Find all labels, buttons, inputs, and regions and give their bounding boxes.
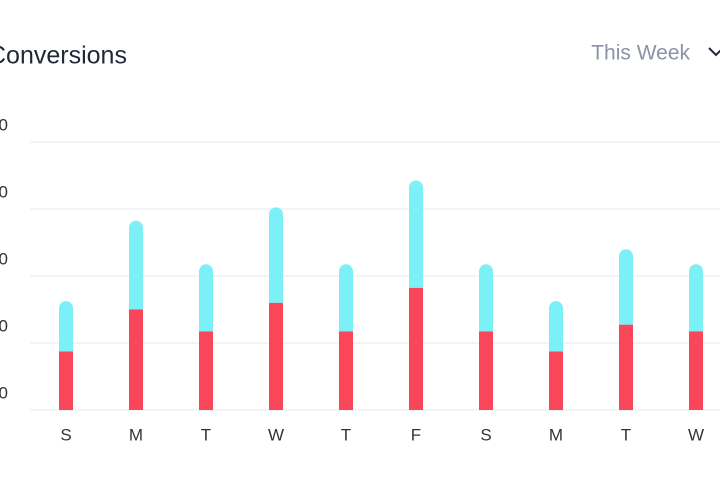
x-tick-label: T <box>341 425 351 444</box>
bar-segment <box>129 309 143 410</box>
bar-segment <box>339 331 353 410</box>
bar-segment <box>339 264 353 332</box>
bar-segment <box>479 331 493 410</box>
bar-segment <box>269 302 283 410</box>
bar-segment <box>269 207 283 303</box>
bar-segment <box>689 264 703 332</box>
y-tick-label: 0 <box>0 383 8 402</box>
bar-segment <box>619 324 633 410</box>
x-tick-label: W <box>268 425 284 444</box>
chart-title: Conversions <box>0 42 127 70</box>
x-tick-label: M <box>549 425 563 444</box>
x-tick-label: T <box>621 425 631 444</box>
x-tick-label: F <box>411 425 421 444</box>
bar-segment <box>549 351 563 410</box>
y-tick-label: 160 <box>0 115 8 134</box>
bar-segment <box>199 331 213 410</box>
bar-segment <box>549 301 563 352</box>
y-tick-label: 80 <box>0 249 8 268</box>
y-tick-label: 120 <box>0 182 8 201</box>
bar-segment <box>479 264 493 332</box>
bar-segment <box>619 249 633 325</box>
x-tick-label: S <box>480 425 491 444</box>
chevron-icon[interactable] <box>708 47 720 57</box>
bar-segment <box>409 180 423 288</box>
bar-segment <box>199 264 213 332</box>
y-tick-label: 40 <box>0 316 8 335</box>
bar-segment <box>59 301 73 352</box>
bar-segment <box>689 331 703 410</box>
x-tick-label: M <box>129 425 143 444</box>
x-tick-label: W <box>688 425 704 444</box>
period-dropdown[interactable]: This Week <box>591 42 720 65</box>
period-label[interactable]: This Week <box>591 42 690 65</box>
bar-segment <box>129 220 143 310</box>
x-tick-label: S <box>60 425 71 444</box>
bar-segment <box>409 287 423 410</box>
x-tick-label: T <box>201 425 211 444</box>
bar-segment <box>59 351 73 410</box>
